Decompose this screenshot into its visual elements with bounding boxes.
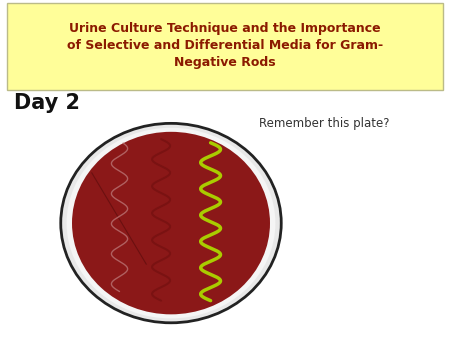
Ellipse shape xyxy=(67,128,275,318)
Text: Day 2: Day 2 xyxy=(14,93,80,113)
Ellipse shape xyxy=(72,132,270,314)
Text: Remember this plate?: Remember this plate? xyxy=(259,117,389,130)
Ellipse shape xyxy=(61,123,281,323)
Text: Urine Culture Technique and the Importance
of Selective and Differential Media f: Urine Culture Technique and the Importan… xyxy=(67,22,383,70)
FancyBboxPatch shape xyxy=(7,3,443,90)
